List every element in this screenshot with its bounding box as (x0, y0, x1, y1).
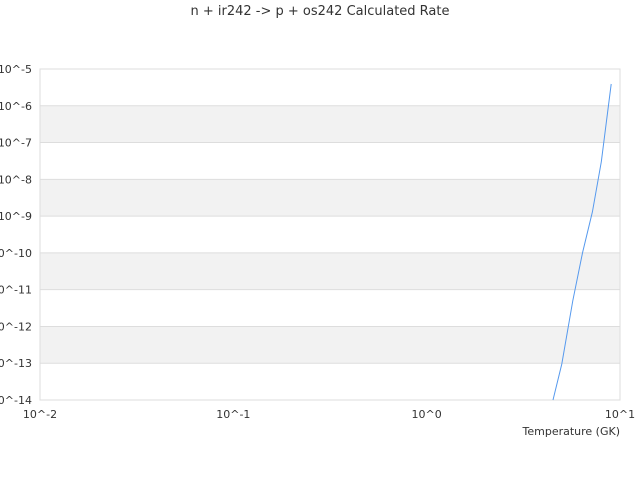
grid-band (40, 326, 620, 364)
y-tick-label: 10^-14 (0, 394, 32, 407)
x-tick-label: 10^1 (605, 408, 635, 421)
y-tick-label: 10^-5 (0, 63, 32, 76)
y-tick-label: 10^-7 (0, 137, 32, 150)
grid-band (40, 105, 620, 143)
grid-band (40, 252, 620, 290)
chart-title: n + ir242 -> p + os242 Calculated Rate (190, 4, 450, 19)
y-tick-label: 10^-9 (0, 210, 32, 223)
grid-band (40, 179, 620, 217)
y-tick-label: 10^-10 (0, 247, 32, 260)
y-tick-label: 10^-8 (0, 173, 32, 186)
plot-frame (39, 68, 621, 401)
x-tick-label: 10^0 (412, 408, 442, 421)
x-tick-label: 10^-2 (23, 408, 57, 421)
y-tick-label: 10^-12 (0, 320, 32, 333)
series-line (552, 83, 612, 401)
y-tick-label: 10^-13 (0, 357, 32, 370)
y-tick-label: 10^-6 (0, 100, 32, 113)
y-tick-label: 10^-11 (0, 284, 32, 297)
x-tick-label: 10^-1 (216, 408, 250, 421)
x-axis-label: Temperature (GK) (522, 425, 621, 438)
